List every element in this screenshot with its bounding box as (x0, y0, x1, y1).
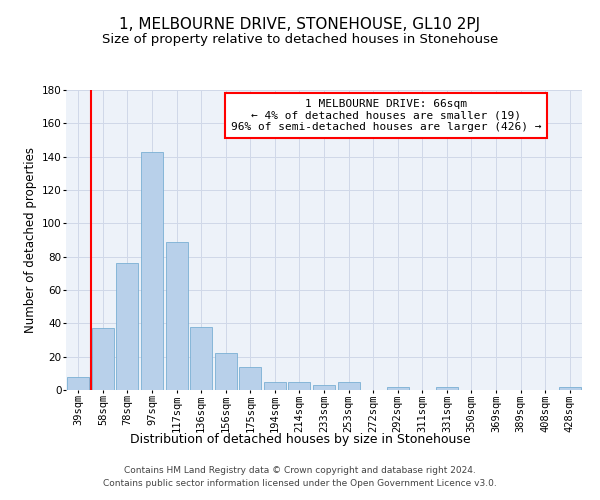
Bar (289, 382, 310, 390)
Bar (92, 328, 114, 390)
Bar (116, 264, 139, 390)
Bar (386, 386, 409, 390)
Bar (190, 326, 212, 390)
Bar (215, 354, 237, 390)
Bar (239, 366, 262, 390)
Bar (559, 386, 581, 390)
Bar (67, 376, 89, 390)
Text: Contains HM Land Registry data © Crown copyright and database right 2024.
Contai: Contains HM Land Registry data © Crown c… (103, 466, 497, 487)
Text: Size of property relative to detached houses in Stonehouse: Size of property relative to detached ho… (102, 32, 498, 46)
Bar (166, 242, 188, 390)
Bar (338, 382, 359, 390)
Text: 1 MELBOURNE DRIVE: 66sqm
← 4% of detached houses are smaller (19)
96% of semi-de: 1 MELBOURNE DRIVE: 66sqm ← 4% of detache… (230, 99, 541, 132)
Bar (313, 385, 335, 390)
Bar (436, 386, 458, 390)
Text: 1, MELBOURNE DRIVE, STONEHOUSE, GL10 2PJ: 1, MELBOURNE DRIVE, STONEHOUSE, GL10 2PJ (119, 18, 481, 32)
Text: Distribution of detached houses by size in Stonehouse: Distribution of detached houses by size … (130, 432, 470, 446)
Y-axis label: Number of detached properties: Number of detached properties (23, 147, 37, 333)
Bar (264, 382, 286, 390)
Bar (141, 152, 163, 390)
